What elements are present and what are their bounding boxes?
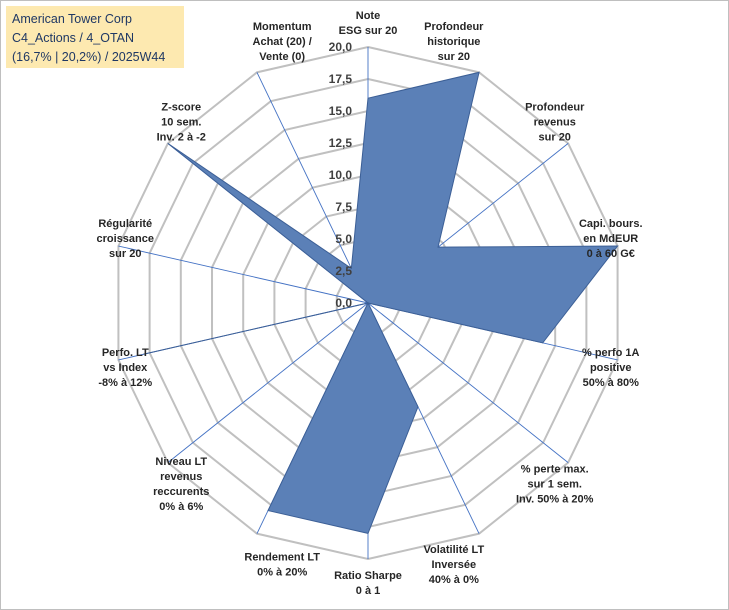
title-line-company: American Tower Corp [12, 12, 132, 26]
axis-spoke [118, 245, 369, 304]
axis-label-line: sur 20 [438, 51, 470, 63]
axis-label-line: Vente (0) [259, 51, 305, 63]
axis-spoke [256, 72, 369, 304]
axis-label: Niveau LT revenus reccurents 0% à 6% [153, 456, 209, 513]
axis-label-line: en MdEUR [583, 233, 638, 245]
axis-label-line: 40% à 0% [429, 574, 479, 586]
axis-label-line: 0 à 1 [356, 585, 380, 597]
axis-label-line: reccurents [153, 486, 209, 498]
axis-spoke [367, 302, 569, 463]
axis-label: % perte max. sur 1 sem. Inv. 50% à 20% [516, 463, 594, 505]
title-line-score-week: (16,7% | 20,2%) / 2025W44 [12, 50, 166, 64]
axis-label-line: vs Index [103, 362, 148, 374]
axis-label-line: 0% à 6% [159, 501, 203, 513]
tick-label: 10,0 [329, 168, 353, 182]
title-line-category: C4_Actions / 4_OTAN [12, 31, 135, 45]
axis-label: Rendement LT 0% à 20% [244, 551, 320, 578]
axis-label: Ratio Sharpe 0 à 1 [334, 570, 402, 597]
axis-label-line: Profondeur [525, 102, 585, 114]
axis-label-line: Z-score [161, 102, 201, 114]
axis-label-line: revenus [534, 117, 576, 129]
axis-label: Profondeur revenus sur 20 [525, 102, 585, 144]
tick-label: 0,0 [335, 296, 352, 310]
axis-label: Régularité croissance sur 20 [97, 218, 154, 260]
axis-label-line: Momentum [253, 21, 312, 33]
axis-label-line: Inversée [431, 559, 476, 571]
axis-label-line: -8% à 12% [98, 377, 152, 389]
axis-label: Note ESG sur 20 [339, 10, 398, 37]
axis-label-line: % perfo 1A [582, 347, 640, 359]
axis-label-line: Volatilité LT [423, 544, 484, 556]
axis-label-line: ESG sur 20 [339, 25, 398, 37]
axis-label: Perfo. LT vs Index -8% à 12% [98, 347, 152, 389]
axis-label: % perfo 1A positive 50% à 80% [582, 347, 640, 389]
axis-label-line: 50% à 80% [583, 377, 639, 389]
tick-label: 5,0 [335, 232, 352, 246]
axis-label-line: sur 20 [109, 248, 141, 260]
axis-labels: Note ESG sur 20 Profondeur historique sur 20… [97, 10, 643, 597]
axis-label-line: Régularité [98, 218, 152, 230]
tick-label: 2,5 [335, 264, 352, 278]
axis-label-line: % perte max. [521, 463, 589, 475]
axis-label: Profondeur historique sur 20 [424, 21, 484, 63]
axis-label-line: croissance [97, 233, 154, 245]
series-area [143, 71, 619, 534]
axis-label-line: 0% à 20% [257, 566, 307, 578]
axis-label-line: Profondeur [424, 21, 484, 33]
tick-labels: 0,0 2,5 5,0 7,5 10,0 12,5 15,0 17,5 20,0 [329, 40, 353, 310]
axis-label-line: sur 20 [539, 132, 571, 144]
tick-label: 17,5 [329, 72, 353, 86]
axis-label: Z-score 10 sem. Inv. 2 à -2 [157, 102, 206, 144]
axis-label-line: sur 1 sem. [528, 478, 582, 490]
axis-label-line: Inv. 2 à -2 [157, 132, 206, 144]
axis-label-line: positive [590, 362, 632, 374]
axis-label-line: 0 à 60 G€ [587, 248, 635, 260]
axis-label-line: Niveau LT [155, 456, 207, 468]
tick-label: 7,5 [335, 200, 352, 214]
axis-label-line: Inv. 50% à 20% [516, 493, 594, 505]
axis-label-line: historique [427, 36, 480, 48]
axis-label-line: Rendement LT [244, 551, 320, 563]
chart-title-box: American Tower Corp C4_Actions / 4_OTAN … [6, 6, 184, 68]
axis-label-line: Achat (20) / [253, 36, 312, 48]
tick-label: 20,0 [329, 40, 353, 54]
tick-label: 15,0 [329, 104, 353, 118]
axis-label-line: Capi. bours. [579, 218, 643, 230]
axis-label-line: revenus [160, 471, 202, 483]
axis-label: Momentum Achat (20) / Vente (0) [253, 21, 312, 63]
tick-label: 12,5 [329, 136, 353, 150]
axis-label: Volatilité LT Inversée 40% à 0% [423, 544, 484, 586]
axis-spoke [167, 302, 369, 463]
axis-label-line: 10 sem. [161, 117, 201, 129]
axis-label-line: Ratio Sharpe [334, 570, 402, 582]
axis-label: Capi. bours. en MdEUR 0 à 60 G€ [579, 218, 643, 260]
axis-label-line: Perfo. LT [102, 347, 149, 359]
axis-label-line: Note [356, 10, 380, 22]
